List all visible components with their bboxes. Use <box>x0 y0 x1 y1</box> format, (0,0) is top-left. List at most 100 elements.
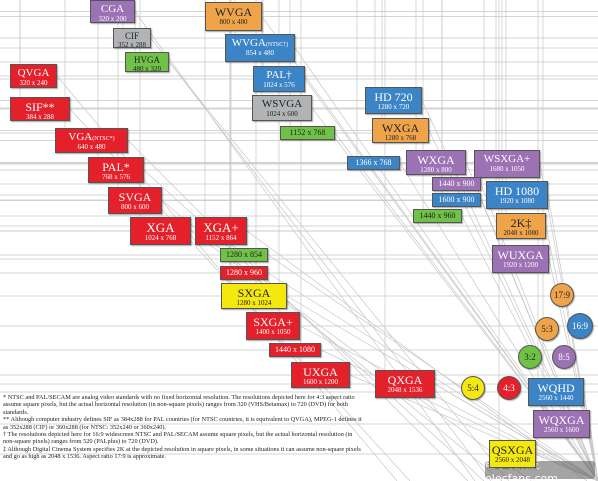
resolution-name: 1366 x 768 <box>348 159 399 167</box>
aspect-ratio-r3-2: 3:2 <box>518 345 542 369</box>
resolution-name-text: 1280 x 854 <box>226 250 262 259</box>
resolution-box-wsxga-plus: WSXGA+ 1680 x 1050 <box>474 150 540 178</box>
resolution-dimensions: 640 x 480 <box>77 143 106 151</box>
resolution-dimensions: 768 x 576 <box>102 173 130 181</box>
resolution-name-text: WQXGA <box>538 413 585 427</box>
resolution-dimensions: 320 x 200 <box>98 15 127 23</box>
resolution-dimensions: 1024 x 576 <box>263 81 295 89</box>
diagonal-line-wvga-ntsc <box>294 47 598 481</box>
diagonal-line-cif <box>150 37 492 481</box>
resolution-box-pal: PAL* 768 x 576 <box>88 157 144 183</box>
resolution-box-r1440x960: 1440 x 960 <box>413 209 462 223</box>
resolution-box-sxga-plus: SXGA+ 1400 x 1050 <box>246 312 300 340</box>
resolution-name: 1600 x 900 <box>433 196 480 204</box>
resolution-box-hd720: HD 720 1280 x 720 <box>365 87 422 114</box>
resolution-dimensions: 384 x 288 <box>26 113 54 121</box>
resolution-name-text: 1600 x 900 <box>438 195 475 204</box>
resolution-box-r1440x1080: 1440 x 1080 <box>269 343 321 357</box>
resolution-dimensions: 320 x 240 <box>19 79 48 87</box>
resolution-name-text: 1152 x 768 <box>289 128 326 137</box>
resolution-dimensions: 2560 x 2048 <box>495 456 530 464</box>
diagonal-line-sxga-plus <box>299 325 598 481</box>
resolution-dimensions: 480 x 320 <box>133 65 161 73</box>
resolution-name-text: VGA <box>68 131 93 143</box>
resolution-dimensions: 1920 x 1200 <box>503 261 538 269</box>
resolution-dimensions: 1024 x 768 <box>144 234 177 242</box>
resolution-name: HD 720 <box>366 91 421 103</box>
resolution-box-uxga: UXGA 1600 x 1200 <box>291 362 350 388</box>
resolution-name-text: WXGA <box>417 153 455 167</box>
resolution-box-sif: SIF** 384 x 288 <box>10 97 70 121</box>
aspect-ratio-r5-4: 5:4 <box>461 376 485 400</box>
resolution-name: QSXGA <box>490 444 535 456</box>
resolution-name: QXGA <box>376 374 434 386</box>
aspect-ratio-r17-9: 17:9 <box>550 283 574 307</box>
resolution-name: 1440 x 1080 <box>270 346 320 354</box>
resolution-name: WQHD <box>529 382 583 394</box>
resolution-name-text: 1440 x 900 <box>438 179 475 188</box>
resolution-box-wxga-orange: WXGA 1280 x 768 <box>372 118 429 143</box>
resolution-name-text: QVGA <box>17 67 50 79</box>
resolution-box-cga: CGA 320 x 200 <box>90 0 135 23</box>
diagonal-line-hd1080 <box>547 194 598 481</box>
resolution-dimensions: 800 x 480 <box>219 18 248 26</box>
resolution-box-r1600x900: 1600 x 900 <box>432 193 481 207</box>
resolution-box-wvga: WVGA 800 x 480 <box>205 2 262 31</box>
resolution-name: HD 1080 <box>487 185 547 197</box>
aspect-ratio-r4-3: 4:3 <box>497 376 521 400</box>
resolution-dimensions: 2560 x 1440 <box>538 394 574 402</box>
resolution-name-text: 2K‡ <box>510 216 532 230</box>
resolution-name-text: WUXGA <box>497 248 544 262</box>
resolution-name: XGA+ <box>196 221 246 234</box>
resolution-box-wvga-ntsc: WVGA(NTSC†) 854 x 480 <box>225 34 295 62</box>
resolution-dimensions: 2048 x 1536 <box>387 386 423 394</box>
resolution-name-text: WVGA <box>214 5 253 19</box>
resolution-dimensions: 1280 x 800 <box>420 166 452 174</box>
diagonal-line-r1440x1080 <box>320 349 598 481</box>
resolution-dimensions: 800 x 600 <box>121 203 149 211</box>
resolution-box-r1440x900: 1440 x 900 <box>432 177 481 191</box>
resolution-box-sxga: SXGA 1280 x 1024 <box>221 283 287 309</box>
footnotes: * NTSC and PAL/SECAM are analog video st… <box>3 394 363 461</box>
resolution-box-pal-wide: PAL† 1024 x 576 <box>253 66 305 92</box>
resolution-name: 1440 x 960 <box>414 212 461 220</box>
resolution-name: SVGA <box>109 191 161 203</box>
resolution-name: CIF <box>114 32 150 41</box>
resolution-name: WSXGA+ <box>475 154 539 165</box>
resolution-dimensions: 1280 x 768 <box>384 134 417 142</box>
resolution-box-r1280x960: 1280 x 960 <box>220 266 268 280</box>
resolution-name-text: HD 720 <box>374 90 413 104</box>
resolution-name-text: SXGA <box>237 286 271 300</box>
resolution-dimensions: 1024 x 600 <box>266 110 298 118</box>
resolution-dimensions: 2560 x 1600 <box>544 426 579 434</box>
resolution-name: XGA <box>131 221 190 234</box>
resolution-name-text: XGA <box>146 220 175 235</box>
resolution-name: SXGA <box>222 287 286 299</box>
resolution-dimensions: 1280 x 720 <box>377 103 410 111</box>
resolution-name: PAL† <box>254 70 304 81</box>
aspect-ratio-r5-3: 5:3 <box>535 317 559 341</box>
resolution-name: 1440 x 900 <box>433 180 480 188</box>
resolution-name: SIF** <box>11 101 69 113</box>
resolution-box-r1366x768: 1366 x 768 <box>347 156 400 170</box>
resolution-name-text: WSVGA <box>261 98 303 110</box>
footnote-widescreen: † The resolutions depicted here for 16:9… <box>3 431 353 446</box>
footnote-sif: ** Although computer industry defines SI… <box>3 416 362 431</box>
resolution-name-text: QSXGA <box>491 443 534 457</box>
aspect-ratio-r16-9: 16:9 <box>567 313 593 339</box>
resolution-dimensions: 2048 x 1080 <box>503 229 539 237</box>
resolution-box-xga: XGA 1024 x 768 <box>130 217 191 245</box>
resolution-name-text: HD 1080 <box>494 184 540 198</box>
resolution-box-xga-plus: XGA+ 1152 x 864 <box>195 217 247 245</box>
resolution-name: HVGA <box>126 56 168 65</box>
resolution-name-text: CGA <box>100 3 125 15</box>
resolution-name-text: SIF** <box>25 100 55 114</box>
resolution-box-cif: CIF 352 x 288 <box>113 28 151 49</box>
resolution-name: 1152 x 768 <box>281 129 334 137</box>
resolution-name: WXGA <box>407 154 465 166</box>
resolution-name: QVGA <box>11 68 56 79</box>
resolution-name-text: 1440 x 960 <box>419 211 456 220</box>
resolution-name-text: WQHD <box>537 381 575 395</box>
resolution-dimensions: 854 x 480 <box>246 49 274 57</box>
resolution-box-r1152x768: 1152 x 768 <box>280 126 335 140</box>
